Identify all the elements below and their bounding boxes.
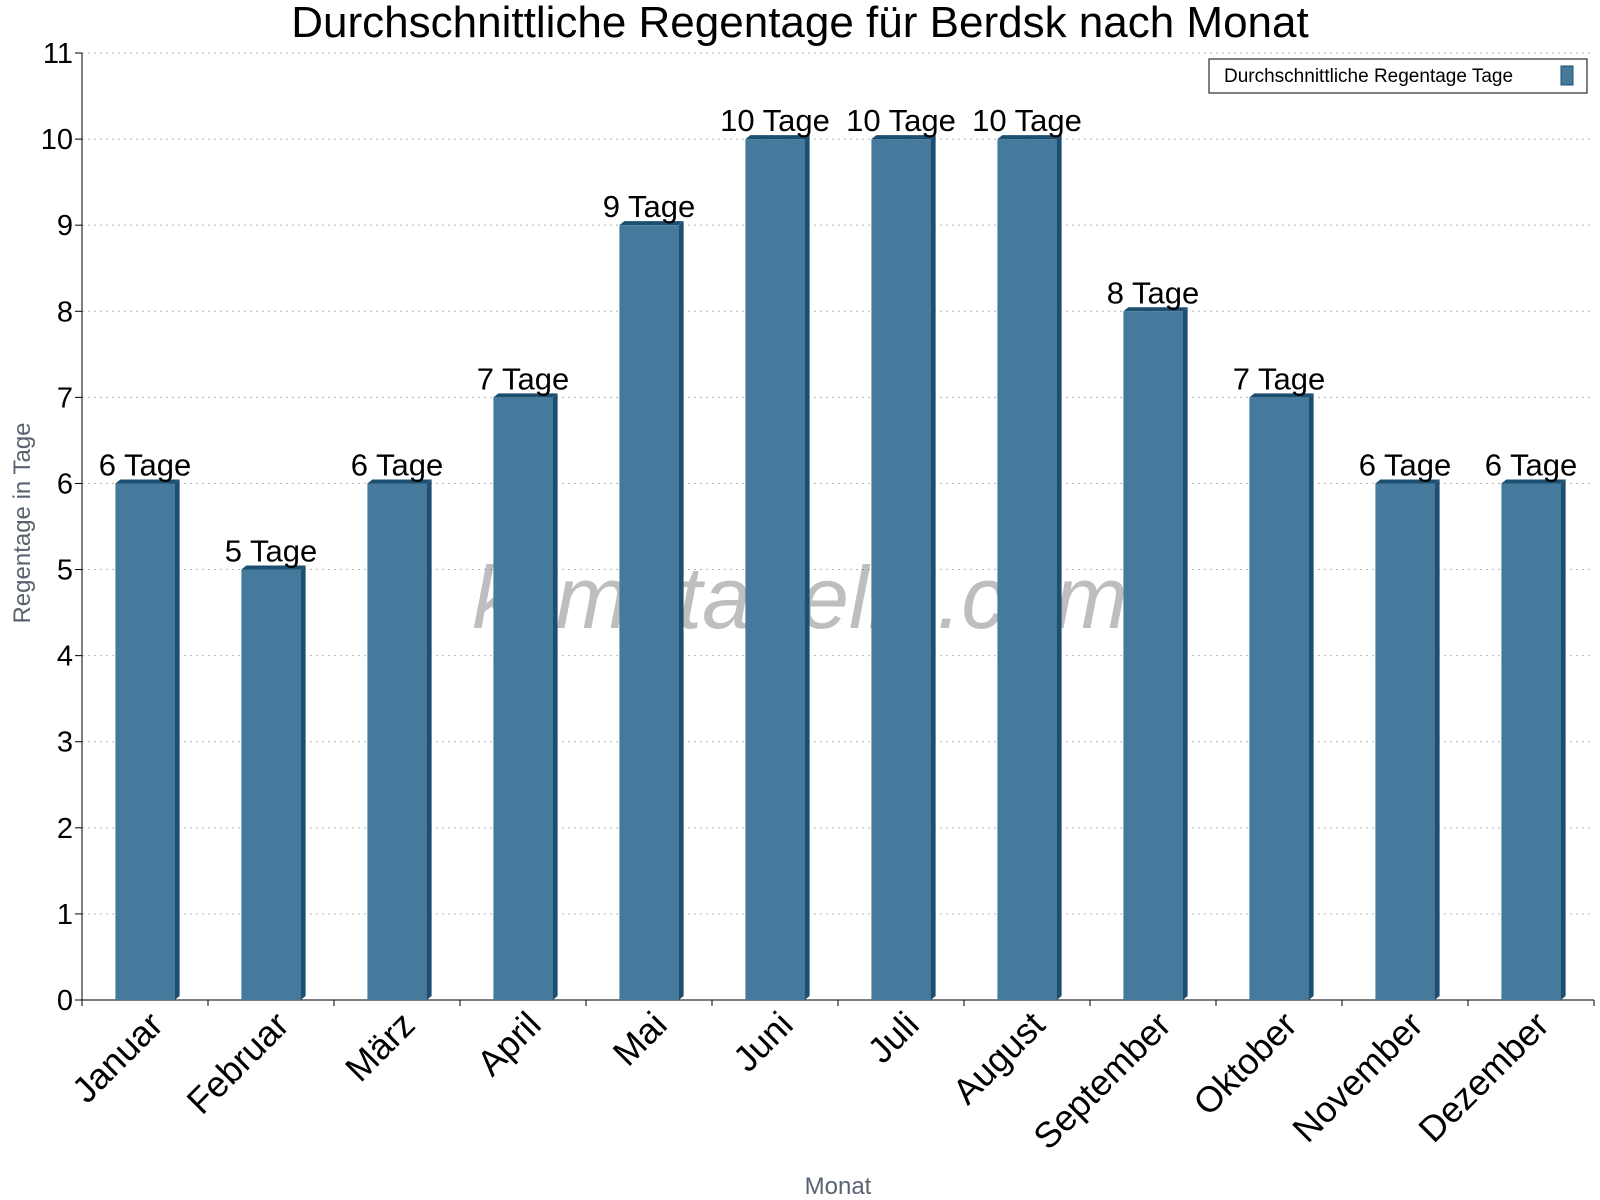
bar-side bbox=[1434, 479, 1440, 1000]
bar bbox=[367, 483, 427, 1000]
x-tick-label: Januar bbox=[64, 1004, 171, 1111]
bar bbox=[871, 139, 931, 1000]
bar bbox=[1375, 483, 1435, 1000]
legend-swatch bbox=[1560, 65, 1574, 86]
bars bbox=[115, 135, 1566, 1001]
bar-top bbox=[1249, 393, 1314, 398]
bar-top bbox=[871, 135, 936, 140]
x-tick-labels: Januar Februar März April Mai Juni Juli AugustS… bbox=[64, 1004, 1557, 1158]
legend: Durchschnittliche Regentage Tage bbox=[1208, 58, 1588, 94]
data-label: 6 Tage bbox=[99, 447, 192, 482]
bar-top bbox=[1375, 479, 1440, 484]
y-tick-label: 3 bbox=[57, 727, 73, 759]
data-label: 7 Tage bbox=[477, 361, 570, 396]
y-tick-label: 6 bbox=[57, 468, 73, 500]
y-tick-label: 0 bbox=[57, 985, 73, 1017]
legend-label: Durchschnittliche Regentage Tage bbox=[1224, 66, 1513, 87]
bar-side bbox=[1182, 307, 1188, 1001]
y-tick-labels: 0 1 2 3 4 5 6 7 8 9 10 11 bbox=[41, 38, 73, 1017]
x-tick-label: Mai bbox=[605, 1004, 675, 1074]
data-label: 6 Tage bbox=[1359, 447, 1452, 482]
data-label: 5 Tage bbox=[225, 534, 318, 569]
bar-side bbox=[930, 135, 936, 1000]
x-tick-label: September bbox=[1025, 1004, 1179, 1158]
data-labels: 6 Tage 5 Tage 6 Tage 7 Tage 9 Tage 10 Tage 10 … bbox=[99, 103, 1578, 568]
bar bbox=[1123, 311, 1183, 1001]
x-tick-label: Februar bbox=[179, 1004, 297, 1122]
x-tick-label: Juli bbox=[859, 1004, 926, 1071]
bar-top bbox=[115, 479, 180, 484]
x-tick-label: April bbox=[469, 1004, 549, 1084]
bar-side bbox=[300, 565, 306, 1000]
x-tick-label: November bbox=[1284, 1004, 1430, 1150]
y-tick-label: 2 bbox=[57, 813, 73, 845]
y-tick-label: 9 bbox=[57, 210, 73, 242]
data-label: 8 Tage bbox=[1107, 275, 1200, 310]
x-tick-label: März bbox=[337, 1004, 423, 1090]
bar-top bbox=[997, 135, 1062, 140]
bar-top bbox=[241, 565, 306, 570]
bar-top bbox=[1501, 479, 1566, 484]
bar bbox=[997, 139, 1057, 1000]
bar-side bbox=[678, 221, 684, 1000]
x-tick-label: Juni bbox=[725, 1004, 801, 1080]
y-tick-label: 11 bbox=[43, 38, 73, 70]
bar-side bbox=[1056, 135, 1062, 1000]
bar-side bbox=[804, 135, 810, 1000]
bar bbox=[1501, 483, 1561, 1000]
bar-side bbox=[552, 393, 558, 1000]
gridlines bbox=[82, 52, 1594, 915]
y-tick-label: 10 bbox=[41, 124, 73, 156]
bar-top bbox=[619, 221, 684, 226]
bar-side bbox=[426, 479, 432, 1000]
data-label: 9 Tage bbox=[603, 189, 696, 224]
bar bbox=[241, 569, 301, 1000]
y-tick-label: 8 bbox=[57, 296, 73, 328]
data-label: 10 Tage bbox=[846, 103, 956, 138]
x-tick-label: Dezember bbox=[1410, 1004, 1556, 1150]
bar bbox=[115, 483, 175, 1000]
y-tick-label: 1 bbox=[57, 899, 73, 931]
x-tick-label: Oktober bbox=[1185, 1004, 1305, 1124]
data-label: 10 Tage bbox=[720, 103, 830, 138]
axes bbox=[75, 52, 1595, 1006]
legend-box bbox=[1208, 58, 1588, 94]
chart-title: Durchschnittliche Regentage für Berdsk n… bbox=[291, 0, 1308, 47]
x-tick-label: August bbox=[944, 1004, 1052, 1112]
bar bbox=[619, 225, 679, 1000]
y-tick-label: 5 bbox=[57, 555, 73, 587]
bar bbox=[1249, 397, 1309, 1000]
bar-side bbox=[1308, 393, 1314, 1000]
data-label: 10 Tage bbox=[972, 103, 1082, 138]
y-tick-label: 4 bbox=[57, 641, 73, 673]
data-label: 6 Tage bbox=[1485, 447, 1578, 482]
bar-top bbox=[1123, 307, 1188, 312]
y-tick-label: 7 bbox=[57, 382, 73, 414]
bar-side bbox=[1560, 479, 1566, 1000]
bar-top bbox=[493, 393, 558, 398]
data-label: 6 Tage bbox=[351, 447, 444, 482]
bar-top bbox=[745, 135, 810, 140]
bar bbox=[745, 139, 805, 1000]
x-axis-label: Monat bbox=[805, 1173, 872, 1200]
data-label: 7 Tage bbox=[1233, 361, 1326, 396]
y-axis-label: Regentage in Tage bbox=[9, 422, 36, 623]
bar-top bbox=[367, 479, 432, 484]
bar bbox=[493, 397, 553, 1000]
bar-side bbox=[174, 479, 180, 1000]
